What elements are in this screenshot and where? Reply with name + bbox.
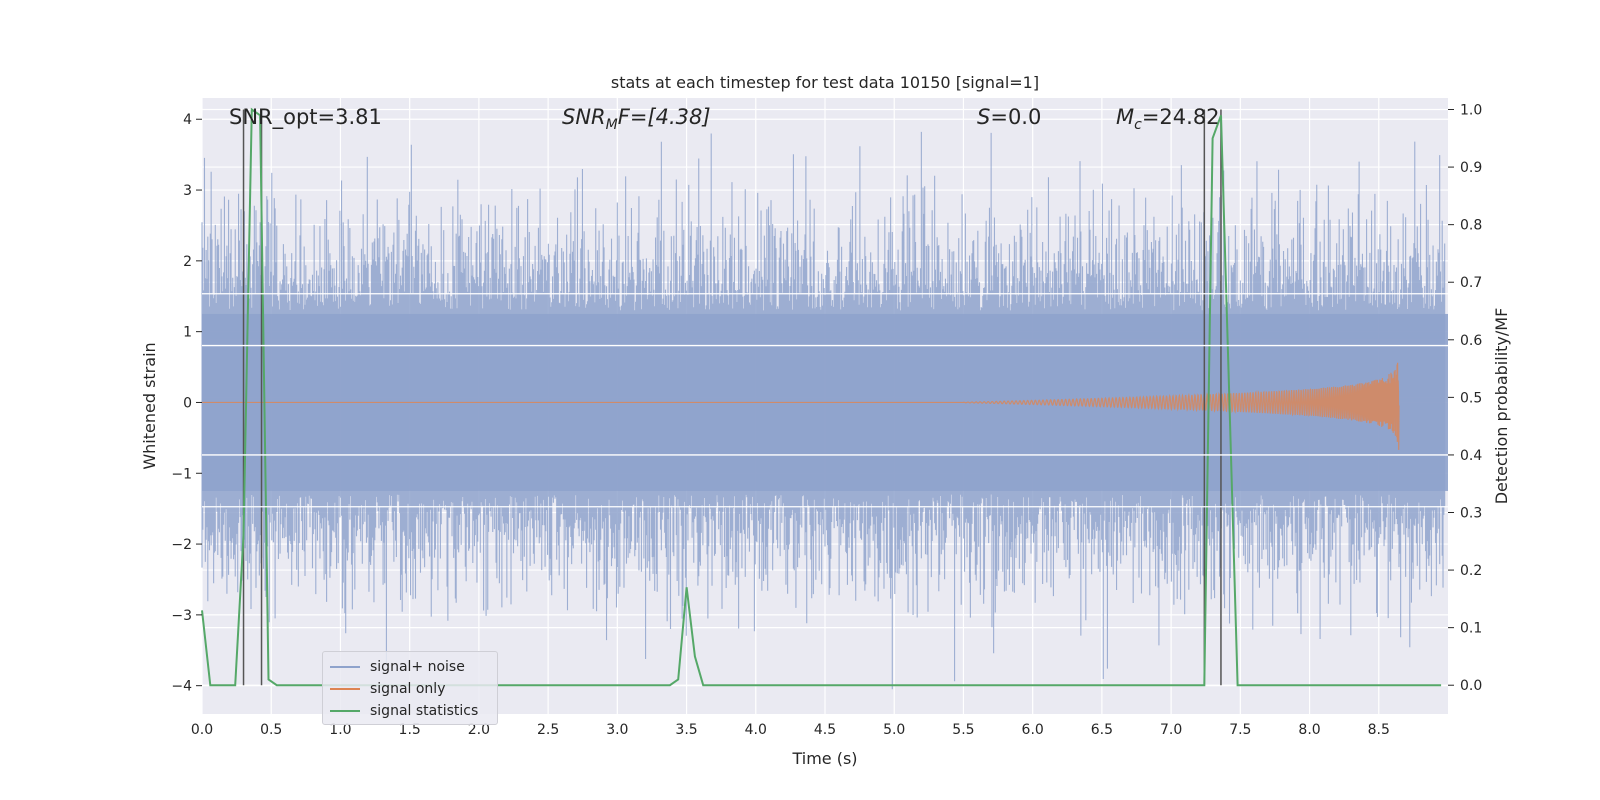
s-rest: =0.0 <box>990 105 1041 129</box>
mc-rest: =24.82 <box>1142 105 1220 129</box>
x-tick-label: 2.0 <box>468 722 490 738</box>
legend-label-statistics: signal statistics <box>370 703 479 719</box>
x-tick-label: 4.5 <box>814 722 836 738</box>
x-tick-label: 1.5 <box>399 722 421 738</box>
mc-annotation: Mc=24.82 <box>1116 105 1220 133</box>
legend-item-statistics: signal statistics <box>323 700 478 722</box>
x-tick-label: 8.5 <box>1368 722 1390 738</box>
y2-tick-label: 0.8 <box>1460 218 1482 234</box>
y2-tick-label: 0.9 <box>1460 160 1482 176</box>
legend-swatch-noise <box>330 666 360 668</box>
legend-swatch-signal-only <box>330 688 360 690</box>
signal-statistics-series <box>201 107 1442 687</box>
y-tick-label: 1 <box>183 325 192 341</box>
x-tick-label: 2.5 <box>537 722 559 738</box>
x-tick-label: 5.5 <box>952 722 974 738</box>
snr-mf-rest: F=[4.38] <box>618 105 711 129</box>
y-tick-label: 3 <box>183 183 192 199</box>
x-tick-label: 8.0 <box>1298 722 1320 738</box>
x-tick-label: 1.0 <box>329 722 351 738</box>
x-tick-label: 6.5 <box>1091 722 1113 738</box>
legend-label-noise: signal+ noise <box>370 659 465 675</box>
x-axis-label: Time (s) <box>791 749 857 768</box>
x-tick-label: 3.5 <box>675 722 697 738</box>
legend-item-signal-only: signal only <box>323 678 445 700</box>
y2-tick-label: 0.5 <box>1460 390 1482 406</box>
y-tick-label: −1 <box>171 466 192 482</box>
x-tick-label: 6.0 <box>1022 722 1044 738</box>
snr-mf-sub: M <box>606 117 618 133</box>
signal-only-line <box>202 362 1400 450</box>
y-tick-label: −3 <box>171 608 192 624</box>
mc-sub: c <box>1134 117 1142 133</box>
right-y-axis-label: Detection probability/MF <box>1492 308 1511 505</box>
legend-item-noise: signal+ noise <box>323 656 465 678</box>
legend-swatch-statistics <box>330 710 360 712</box>
s-main: S <box>977 105 990 129</box>
y2-tick-label: 1.0 <box>1460 103 1482 119</box>
y-tick-label: −4 <box>171 679 192 695</box>
chart-legend: signal+ noise signal only signal statist… <box>322 651 498 725</box>
x-axis-ticks: 0.0 0.5 1.0 1.5 2.0 2.5 3.0 3.5 4.0 4.5 5.0 5.5 6.0 6… <box>191 722 1390 738</box>
y2-tick-label: 0.0 <box>1460 678 1482 694</box>
x-tick-label: 7.5 <box>1229 722 1251 738</box>
x-tick-label: 7.0 <box>1160 722 1182 738</box>
x-tick-label: 5.0 <box>883 722 905 738</box>
y-tick-label: 4 <box>183 112 192 128</box>
y-tick-label: 2 <box>183 254 192 270</box>
legend-label-signal-only: signal only <box>370 681 446 697</box>
signal-only-series <box>202 362 1400 450</box>
s-annotation: S=0.0 <box>977 105 1041 129</box>
x-tick-label: 3.0 <box>606 722 628 738</box>
x-tick-label: 0.0 <box>191 722 213 738</box>
y2-tick-label: 0.7 <box>1460 275 1482 291</box>
y2-tick-label: 0.4 <box>1460 448 1482 464</box>
y2-tick-label: 0.1 <box>1460 621 1482 637</box>
y-tick-label: 0 <box>183 395 192 411</box>
y-tick-label: −2 <box>171 537 192 553</box>
mc-main: M <box>1116 105 1134 129</box>
y2-tick-label: 0.3 <box>1460 506 1482 522</box>
x-tick-label: 4.0 <box>745 722 767 738</box>
y2-tick-label: 0.2 <box>1460 563 1482 579</box>
reference-lines <box>202 293 1448 508</box>
snr-mf-annotation: SNRMF=[4.38] <box>562 105 711 133</box>
snr-opt-annotation: SNR_opt=3.81 <box>229 105 382 130</box>
chart-title: stats at each timestep for test data 101… <box>611 73 1039 92</box>
x-tick-label: 0.5 <box>260 722 282 738</box>
snr-mf-main: SNR <box>562 105 606 129</box>
left-y-axis-ticks: −4 −3 −2 −1 0 1 2 3 4 <box>171 112 202 695</box>
statistics-line <box>201 107 1442 687</box>
y2-tick-label: 0.6 <box>1460 333 1482 349</box>
left-y-axis-label: Whitened strain <box>140 342 159 469</box>
right-y-axis-ticks: 0.0 0.1 0.2 0.3 0.4 0.5 0.6 0.7 0.8 0.9 1.0 <box>1448 103 1482 694</box>
